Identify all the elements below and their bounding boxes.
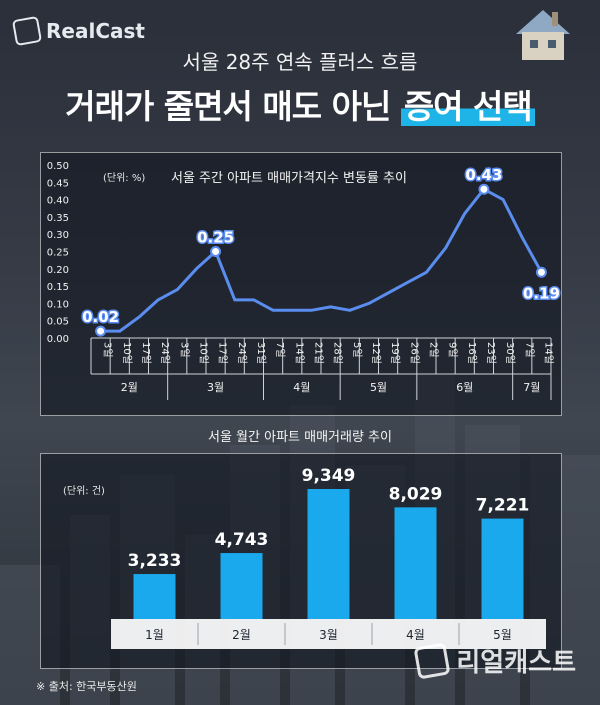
brand-mark-icon (413, 641, 451, 680)
y-tick-label: 0.10 (47, 299, 69, 310)
bar-value-label: 4,743 (215, 530, 269, 550)
y-tick-label: 0.45 (47, 178, 69, 189)
headline: 거래가 줄면서 매도 아닌 증여 선택 (0, 80, 600, 128)
bar-chart: (단위: 건) 3,233 1월 4,743 2월 9,349 3월 8,029 4월 7,22… (63, 466, 546, 649)
y-tick-label: 0.20 (47, 265, 69, 276)
x-tick-label: 14일 (293, 342, 305, 364)
x-tick-label: 31일 (255, 342, 267, 364)
data-point-marker (210, 246, 222, 257)
x-tick-label: 5일 (351, 342, 363, 358)
x-tick-label: 17일 (217, 342, 229, 364)
x-tick-label: 7일 (274, 342, 286, 358)
bar (307, 489, 350, 619)
bar-chart-title: 서울 월간 아파트 매매거래량 추이 (208, 430, 392, 445)
house-icon (516, 10, 570, 60)
x-tick-label: 10일 (121, 342, 133, 364)
bar-value-label: 3,233 (128, 551, 182, 571)
x-tick-label: 9일 (447, 342, 459, 358)
bar (394, 507, 437, 619)
x-tick-label: 21일 (312, 342, 324, 364)
y-tick-label: 0.50 (47, 161, 69, 172)
month-label: 5월 (370, 381, 387, 394)
x-tick-label: 16일 (466, 342, 478, 364)
line-chart-title: 서울 주간 아파트 매매가격지수 변동률 추이 (171, 171, 407, 186)
brand-watermark: 리얼캐스트 (413, 641, 576, 680)
bar-category-label: 2월 (232, 628, 251, 642)
x-tick-label: 24일 (236, 342, 248, 364)
source-note: ※ 출처: 한국부동산원 (36, 680, 137, 693)
bar (133, 574, 176, 619)
y-tick-label: 0.00 (47, 334, 69, 345)
data-label: 0.19 (523, 284, 560, 302)
bar-value-label: 8,029 (389, 484, 443, 504)
bar-category-label: 1월 (145, 628, 164, 642)
data-label: 0.43 (465, 166, 502, 184)
bar-category-label: 5월 (493, 628, 512, 642)
line-chart: (단위: %) 서울 주간 아파트 매매가격지수 변동률 추이 0.00 0.05… (47, 161, 561, 400)
x-tick-label: 3일 (102, 342, 114, 358)
month-label: 7월 (523, 381, 540, 394)
x-tick-label: 3일 (178, 342, 190, 358)
month-label: 3월 (207, 381, 224, 394)
bar-chart-panel: (단위: 건) 3,233 1월 4,743 2월 9,349 3월 8,029 4월 7,22… (40, 453, 562, 669)
category-strip (111, 619, 546, 649)
bar (481, 518, 524, 619)
data-point-marker (535, 266, 547, 278)
x-tick-label: 19일 (389, 342, 401, 364)
x-tick-label: 12일 (370, 342, 382, 364)
y-tick-label: 0.15 (47, 282, 69, 293)
bar-category-label: 3월 (319, 628, 338, 642)
x-tick-label: 17일 (140, 342, 152, 364)
x-tick-label: 26일 (408, 342, 420, 364)
x-tick-label: 2일 (427, 342, 439, 358)
x-tick-label: 28일 (332, 342, 344, 364)
bar-category-label: 4월 (406, 628, 425, 642)
x-tick-label: 30일 (504, 342, 516, 364)
realcast-logo: RealCast (11, 15, 145, 47)
x-tick-label: 24일 (159, 342, 171, 364)
data-label: 0.25 (197, 229, 234, 247)
logo-text: RealCast (46, 19, 145, 43)
x-tick-label: 23일 (485, 342, 497, 364)
logo-mark-icon (11, 15, 43, 47)
y-tick-label: 0.35 (47, 213, 69, 224)
bar (220, 553, 263, 619)
headline-highlight: 증여 선택 (400, 87, 535, 126)
x-tick-label: 14일 (542, 342, 554, 364)
brand-watermark-text: 리얼캐스트 (456, 648, 576, 678)
data-label: 0.02 (82, 308, 119, 326)
price-change-line (100, 187, 543, 333)
x-tick-label: 7일 (523, 342, 535, 358)
data-point-marker (95, 325, 107, 337)
bar-value-label: 7,221 (476, 496, 530, 516)
y-tick-label: 0.05 (47, 317, 69, 328)
bar-value-label: 9,349 (302, 466, 356, 486)
headline-main: 거래가 줄면서 매도 아닌 (65, 87, 391, 126)
month-label: 2월 (121, 381, 138, 394)
subtitle: 서울 28주 연속 플러스 흐름 (182, 50, 418, 74)
month-label: 4월 (293, 381, 310, 394)
data-point-marker (478, 183, 490, 195)
y-tick-label: 0.40 (47, 196, 69, 207)
line-chart-panel: (단위: %) 서울 주간 아파트 매매가격지수 변동률 추이 0.00 0.05… (40, 152, 562, 416)
x-tick-label: 10일 (197, 342, 209, 364)
y-tick-label: 0.30 (47, 230, 69, 241)
line-chart-unit: (단위: %) (103, 171, 145, 184)
month-label: 6월 (456, 381, 473, 394)
y-tick-label: 0.25 (47, 248, 69, 259)
bar-chart-unit: (단위: 건) (63, 484, 105, 497)
